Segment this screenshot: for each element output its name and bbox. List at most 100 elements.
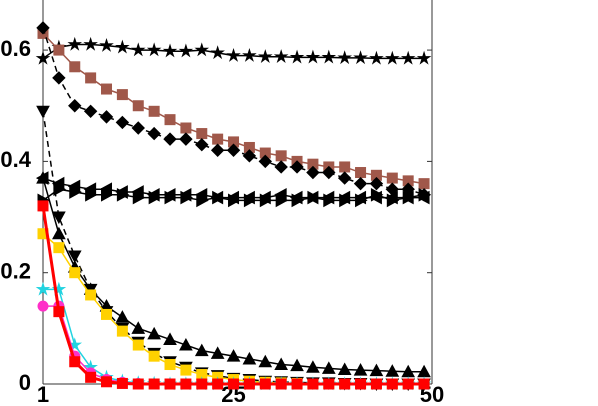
marker [53,44,65,56]
marker [53,182,66,197]
marker [258,49,273,63]
marker [228,378,240,390]
marker [258,354,273,368]
marker [259,378,271,390]
marker [321,361,336,374]
marker [400,50,416,65]
marker [37,200,49,212]
marker [83,104,98,119]
marker [131,121,145,135]
marker [210,45,225,60]
marker [148,378,160,390]
marker [274,160,288,174]
marker [163,132,177,146]
marker [164,378,176,390]
marker [275,378,287,390]
marker [179,132,193,146]
x-tick-label: 1 [37,382,49,406]
marker [67,36,83,51]
marker [337,50,352,65]
marker [35,50,51,65]
marker [353,363,368,376]
marker [132,339,144,351]
marker [196,378,208,390]
marker [194,42,210,57]
marker [353,50,368,65]
marker [83,36,98,51]
marker [210,143,225,157]
marker [418,178,430,190]
marker [178,43,194,58]
marker [194,343,209,357]
marker [132,100,144,112]
marker [212,133,224,145]
marker [210,346,225,359]
marker [147,326,161,340]
marker [418,187,432,202]
marker [67,250,82,264]
marker [196,193,209,208]
y-tick-label: 0.4 [0,147,31,172]
marker [68,99,82,113]
marker [386,193,400,208]
marker [323,193,336,208]
marker [228,193,241,208]
marker [147,126,161,141]
y-tick-label: 0 [19,370,31,395]
marker [146,42,162,57]
marker [385,50,400,65]
marker [85,72,97,84]
marker [369,363,384,377]
marker [36,21,50,35]
marker [212,378,224,390]
marker [370,378,382,390]
marker [148,105,160,117]
marker [180,122,192,134]
marker [243,193,257,208]
marker [115,115,130,130]
marker [369,50,384,65]
marker [53,306,65,318]
series-line [43,305,425,385]
marker [162,43,178,58]
marker [116,89,128,101]
marker [148,190,162,205]
marker [132,378,144,390]
marker [242,149,257,163]
marker [339,193,352,208]
marker [337,362,352,376]
marker [291,378,303,390]
marker [180,190,193,205]
marker [386,172,398,184]
marker [180,378,192,390]
marker [337,171,352,185]
marker [321,49,337,64]
marker [164,190,178,205]
marker [69,61,81,73]
marker [306,360,320,373]
marker [402,190,416,205]
marker [416,50,432,65]
marker [386,378,398,390]
marker [99,110,114,124]
marker [52,226,66,240]
y-tick-label: 0.2 [0,259,31,284]
marker [35,281,51,296]
marker [275,193,289,208]
marker [242,351,257,365]
marker [339,378,351,390]
marker [180,364,192,376]
marker [52,71,66,85]
marker [305,49,321,64]
marker [179,337,193,351]
marker [355,167,367,179]
marker [115,39,130,54]
marker [37,300,49,312]
marker [290,358,304,372]
marker [273,49,289,63]
marker [258,154,272,169]
marker [53,242,65,254]
marker [369,176,384,191]
marker [370,187,384,202]
